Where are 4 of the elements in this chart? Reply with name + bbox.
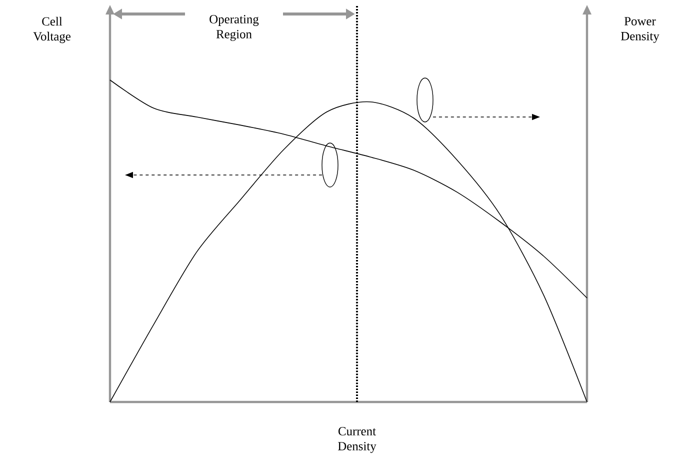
y-axis-title: Cell Voltage [33, 16, 70, 44]
text: Operating Region [210, 15, 259, 41]
x-axis-title: Current Density [338, 427, 376, 453]
y2-axis-title: Power Density [620, 17, 660, 43]
